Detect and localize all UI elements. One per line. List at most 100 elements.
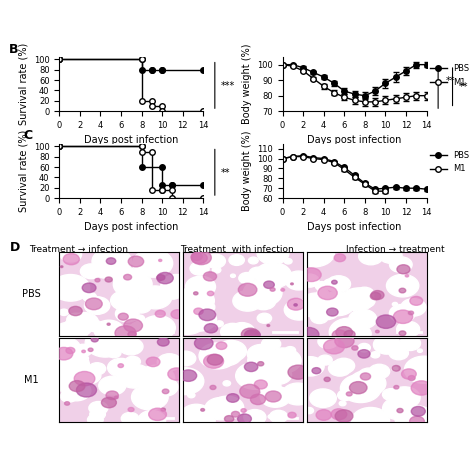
Circle shape bbox=[397, 265, 410, 274]
Circle shape bbox=[351, 288, 368, 300]
Text: B: B bbox=[9, 43, 18, 55]
Circle shape bbox=[61, 391, 77, 402]
Circle shape bbox=[284, 300, 314, 320]
Circle shape bbox=[310, 297, 319, 303]
Circle shape bbox=[151, 378, 178, 396]
Circle shape bbox=[83, 292, 97, 302]
Circle shape bbox=[63, 254, 79, 265]
Circle shape bbox=[333, 358, 355, 374]
Circle shape bbox=[369, 365, 390, 379]
Circle shape bbox=[371, 291, 384, 300]
Circle shape bbox=[101, 397, 117, 408]
Circle shape bbox=[108, 358, 134, 377]
Circle shape bbox=[299, 293, 334, 318]
Circle shape bbox=[112, 267, 138, 285]
Circle shape bbox=[337, 390, 353, 401]
Circle shape bbox=[159, 259, 162, 262]
Circle shape bbox=[199, 309, 216, 320]
Circle shape bbox=[282, 383, 313, 405]
Circle shape bbox=[149, 408, 166, 420]
Circle shape bbox=[114, 367, 128, 377]
Y-axis label: Body weight (%): Body weight (%) bbox=[242, 44, 252, 124]
Circle shape bbox=[194, 308, 203, 315]
Circle shape bbox=[410, 416, 424, 427]
X-axis label: Days post infection: Days post infection bbox=[307, 222, 402, 232]
Circle shape bbox=[113, 271, 152, 298]
Circle shape bbox=[288, 365, 308, 379]
Circle shape bbox=[191, 253, 202, 261]
Circle shape bbox=[82, 283, 96, 292]
Circle shape bbox=[69, 381, 85, 392]
Circle shape bbox=[255, 417, 264, 423]
Circle shape bbox=[327, 276, 350, 292]
Circle shape bbox=[389, 304, 415, 322]
Circle shape bbox=[404, 356, 444, 383]
Circle shape bbox=[216, 401, 237, 415]
Circle shape bbox=[360, 373, 371, 380]
Circle shape bbox=[418, 349, 422, 352]
Circle shape bbox=[262, 337, 281, 351]
Circle shape bbox=[108, 250, 116, 256]
Circle shape bbox=[207, 291, 214, 296]
Circle shape bbox=[194, 337, 213, 350]
Circle shape bbox=[260, 386, 291, 407]
Circle shape bbox=[399, 288, 406, 293]
Circle shape bbox=[236, 362, 274, 389]
Circle shape bbox=[115, 396, 118, 399]
Circle shape bbox=[64, 317, 92, 337]
Circle shape bbox=[410, 296, 423, 305]
Circle shape bbox=[215, 323, 220, 327]
Circle shape bbox=[299, 328, 319, 342]
Circle shape bbox=[205, 254, 226, 268]
Circle shape bbox=[128, 321, 157, 341]
Circle shape bbox=[239, 273, 255, 284]
Circle shape bbox=[89, 401, 108, 415]
Circle shape bbox=[43, 367, 77, 391]
Circle shape bbox=[315, 282, 328, 291]
Circle shape bbox=[355, 287, 374, 300]
Circle shape bbox=[254, 380, 267, 389]
Circle shape bbox=[70, 350, 76, 355]
Circle shape bbox=[341, 288, 374, 311]
Circle shape bbox=[204, 324, 218, 333]
Circle shape bbox=[124, 319, 143, 332]
Circle shape bbox=[93, 262, 117, 278]
Circle shape bbox=[392, 302, 398, 306]
Circle shape bbox=[85, 329, 126, 357]
Circle shape bbox=[225, 416, 234, 422]
Circle shape bbox=[259, 379, 281, 394]
Circle shape bbox=[216, 340, 246, 362]
Circle shape bbox=[65, 350, 75, 357]
Circle shape bbox=[157, 354, 182, 371]
Circle shape bbox=[394, 385, 399, 389]
Circle shape bbox=[216, 342, 227, 349]
Text: **: ** bbox=[446, 76, 455, 86]
Circle shape bbox=[165, 368, 204, 395]
Circle shape bbox=[328, 360, 351, 376]
Circle shape bbox=[52, 322, 87, 346]
Circle shape bbox=[312, 368, 321, 374]
Circle shape bbox=[204, 355, 224, 368]
Circle shape bbox=[210, 343, 242, 366]
Circle shape bbox=[291, 283, 293, 285]
Circle shape bbox=[121, 412, 139, 425]
Circle shape bbox=[161, 274, 192, 296]
Circle shape bbox=[392, 365, 400, 371]
Circle shape bbox=[68, 279, 78, 286]
Circle shape bbox=[295, 239, 335, 267]
Circle shape bbox=[370, 292, 381, 300]
Circle shape bbox=[138, 410, 165, 430]
Circle shape bbox=[317, 289, 328, 297]
Circle shape bbox=[146, 357, 160, 366]
Circle shape bbox=[107, 348, 121, 358]
Text: Infection → treatment: Infection → treatment bbox=[346, 245, 444, 254]
Circle shape bbox=[181, 404, 211, 426]
Circle shape bbox=[393, 310, 413, 323]
Circle shape bbox=[201, 409, 205, 411]
Circle shape bbox=[220, 323, 245, 340]
Circle shape bbox=[358, 368, 380, 383]
Circle shape bbox=[119, 338, 143, 355]
Circle shape bbox=[231, 411, 239, 417]
Circle shape bbox=[237, 414, 251, 424]
Circle shape bbox=[82, 350, 85, 353]
